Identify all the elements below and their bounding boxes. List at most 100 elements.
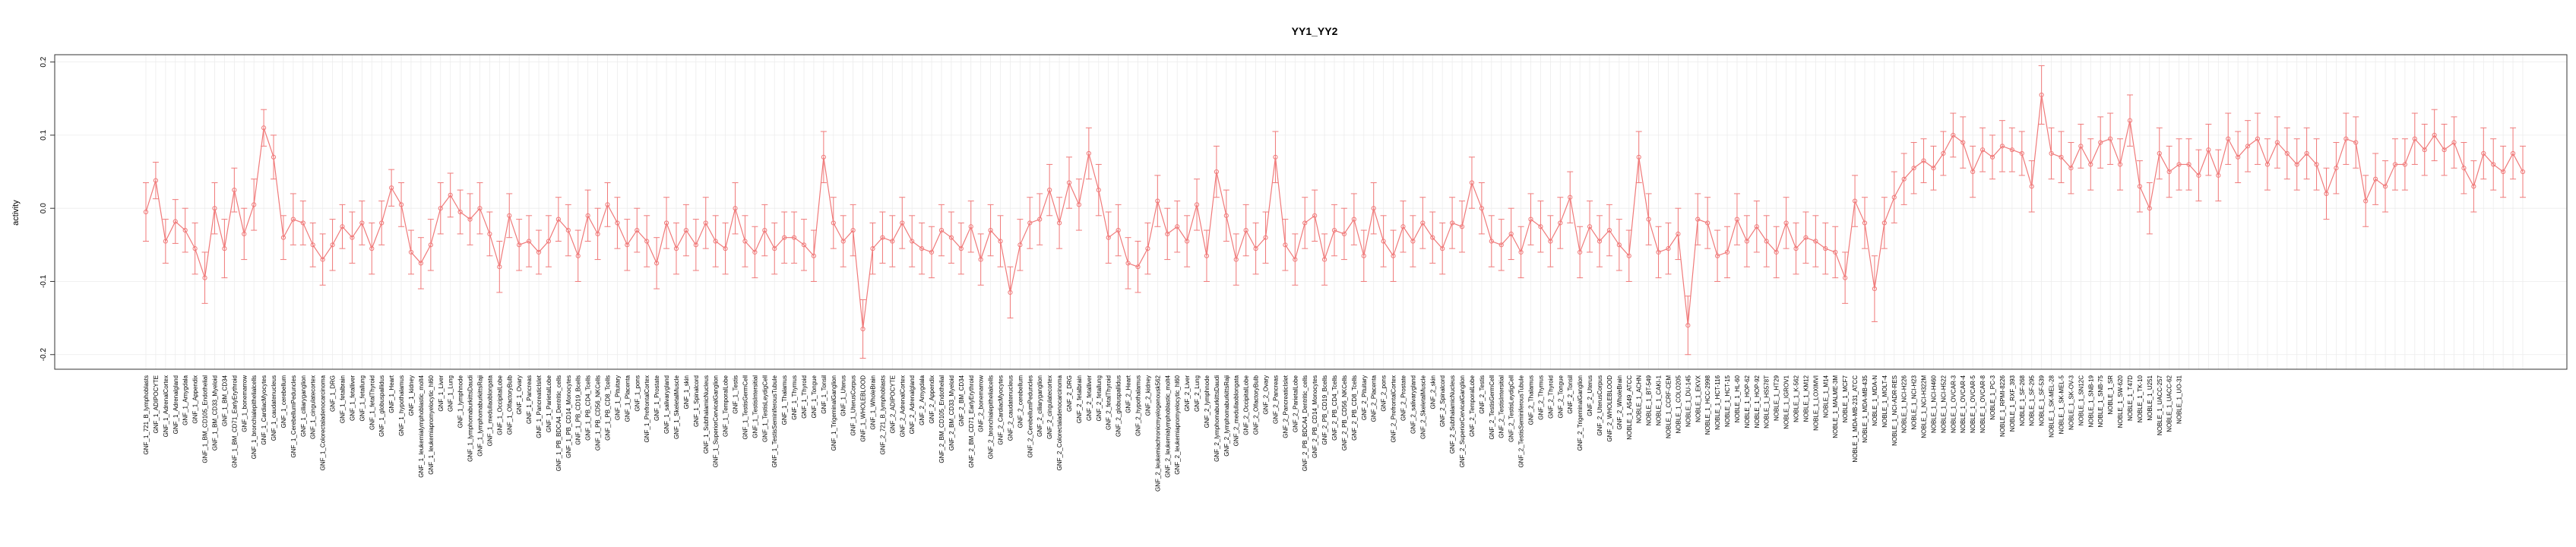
x-tick-label: GNF_2_Tongue <box>1557 375 1564 418</box>
data-point <box>575 253 581 258</box>
data-point <box>1233 257 1239 262</box>
data-point <box>1243 227 1248 233</box>
data-point <box>1783 220 1789 226</box>
data-point <box>340 224 345 229</box>
data-point <box>1999 144 2005 149</box>
x-tick-label: NOBLE_1_OVCAR-3 <box>1950 375 1957 433</box>
x-tick-label: GNF_1_ParietalLobe <box>546 375 552 432</box>
data-point <box>1116 227 1121 233</box>
data-point <box>389 185 394 191</box>
data-point <box>517 242 522 248</box>
data-point <box>615 220 620 226</box>
data-point <box>1891 194 1897 200</box>
x-tick-label: GNF_2_kidney <box>1144 375 1151 416</box>
data-point <box>212 206 217 211</box>
x-tick-label: GNF_1_BM_CD105_Endothelial <box>202 375 209 463</box>
data-point <box>1047 188 1052 193</box>
x-tick-label: GNF_1_skin <box>683 375 690 409</box>
data-point <box>1548 239 1553 244</box>
x-tick-label: GNF_2_Heart <box>1125 375 1132 413</box>
y-tick-label: 0.1 <box>40 130 48 141</box>
data-point <box>1626 253 1631 258</box>
x-tick-label: NOBLE_1_RXF_393 <box>2009 375 2016 432</box>
data-point <box>1430 235 1435 240</box>
data-point <box>1803 235 1809 240</box>
x-tick-label: GNF_2_Amygdala <box>919 375 926 425</box>
x-tick-label: GNF_1_SkeletalMuscle <box>673 375 680 439</box>
data-point <box>2501 169 2506 175</box>
x-tick-label: GNF_2_Thymus <box>1537 375 1544 420</box>
data-point <box>1979 147 1986 153</box>
x-tick-label: NOBLE_1_NCI-H226 <box>1901 375 1908 433</box>
data-point <box>654 261 660 266</box>
x-tick-label: GNF_1_Pancreas <box>526 375 533 424</box>
x-tick-label: GNF_2_leukemiachronicmyelogenousk562 <box>1154 375 1161 492</box>
data-point <box>2236 154 2241 160</box>
data-point <box>2264 162 2271 167</box>
x-tick-label: GNF_2_WholeBrain <box>1616 375 1623 430</box>
x-tick-label: GNF_1_WholeBrain <box>870 375 877 430</box>
data-point <box>1125 261 1131 266</box>
data-point <box>900 220 905 226</box>
x-tick-label: GNF_1_PB_BDCA4_Dentritic_cells <box>555 375 562 471</box>
x-tick-label: GNF_2_TemporalLobe <box>1469 375 1476 436</box>
data-point <box>2451 140 2457 145</box>
x-tick-label: GNF_1_Prostate <box>653 375 660 421</box>
x-tick-label: GNF_2_bonemarrow <box>978 375 985 432</box>
data-point <box>1843 275 1848 280</box>
x-tick-label: GNF_1_salivarygland <box>663 375 670 434</box>
x-tick-label: NOBLE_1_M14 <box>1822 375 1829 418</box>
x-tick-label: GNF_1_Colorectaladenocarcinoma <box>320 375 327 470</box>
data-point <box>2382 184 2388 189</box>
data-point <box>1744 239 1749 244</box>
x-tick-label: GNF_2_ParietalLobe <box>1292 375 1299 432</box>
data-point <box>1793 246 1799 251</box>
x-tick-label: GNF_2_TrigeminalGanglion <box>1577 375 1584 451</box>
x-tick-label: NOBLE_1_KM12 <box>1802 375 1809 422</box>
x-tick-label: GNF_2_PB_CD19_Bcells <box>1321 375 1328 445</box>
x-tick-label: NOBLE_1_UO-31 <box>2176 375 2183 424</box>
data-point <box>408 249 414 255</box>
x-tick-label: GNF_1_fetalbrain <box>340 375 347 423</box>
x-tick-label: GNF_1_Placenta <box>624 375 631 422</box>
data-point <box>919 246 925 251</box>
data-point <box>1823 246 1828 251</box>
x-tick-label: GNF_1_Appendix <box>192 375 199 424</box>
data-point <box>625 242 630 248</box>
data-point <box>1941 150 1946 157</box>
x-tick-label: NOBLE_1_TK-10 <box>2137 375 2144 422</box>
data-point <box>1508 231 1514 236</box>
data-point <box>192 246 198 251</box>
data-point <box>2324 191 2329 197</box>
x-tick-label: GNF_2_AdrenalCortex <box>899 375 906 437</box>
x-tick-label: GNF_2_SkeletalMuscle <box>1419 375 1426 439</box>
data-point <box>2108 136 2113 141</box>
data-point <box>1498 242 1504 248</box>
x-tick-label: NOBLE_1_RPMI-8226 <box>1999 375 2006 436</box>
data-point <box>2196 172 2201 178</box>
x-tick-label: GNF_1_BM_CD71_EarlyErythroid <box>231 375 238 468</box>
x-tick-label: GNF_1_PrefrontalCortex <box>644 375 650 442</box>
x-tick-label: NOBLE_1_SF-268 <box>2019 375 2026 425</box>
x-tick-label: GNF_2_cingulatecortex <box>1046 375 1053 439</box>
x-tick-label: NOBLE_1_IGROV1 <box>1783 375 1790 428</box>
x-tick-label: GNF_2_medullaoblongata <box>1233 375 1240 446</box>
data-point <box>2245 144 2251 149</box>
x-tick-label: GNF_1_Thalamus <box>781 375 788 425</box>
data-point <box>1951 132 1956 138</box>
x-tick-label: GNF_2_PancreaticIslet <box>1282 375 1289 438</box>
data-point <box>2206 147 2211 153</box>
data-point <box>222 246 227 251</box>
x-tick-label: NOBLE_1_SF-539 <box>2039 375 2046 425</box>
data-point <box>546 239 552 244</box>
data-point <box>1931 166 1936 171</box>
x-tick-label: NOBLE_1_HCT-15 <box>1724 375 1731 427</box>
x-tick-label: NOBLE_1_BT-549 <box>1646 375 1653 425</box>
x-tick-label: GNF_2_pons <box>1381 375 1388 412</box>
x-tick-label: GNF_1_Liver <box>438 375 445 412</box>
x-tick-label: GNF_1_ciliaryganglion <box>300 375 307 437</box>
series-path <box>145 94 2524 330</box>
data-point <box>910 239 915 244</box>
data-point <box>2078 144 2084 149</box>
x-tick-label: NOBLE_1_PC-3 <box>1989 375 1996 419</box>
